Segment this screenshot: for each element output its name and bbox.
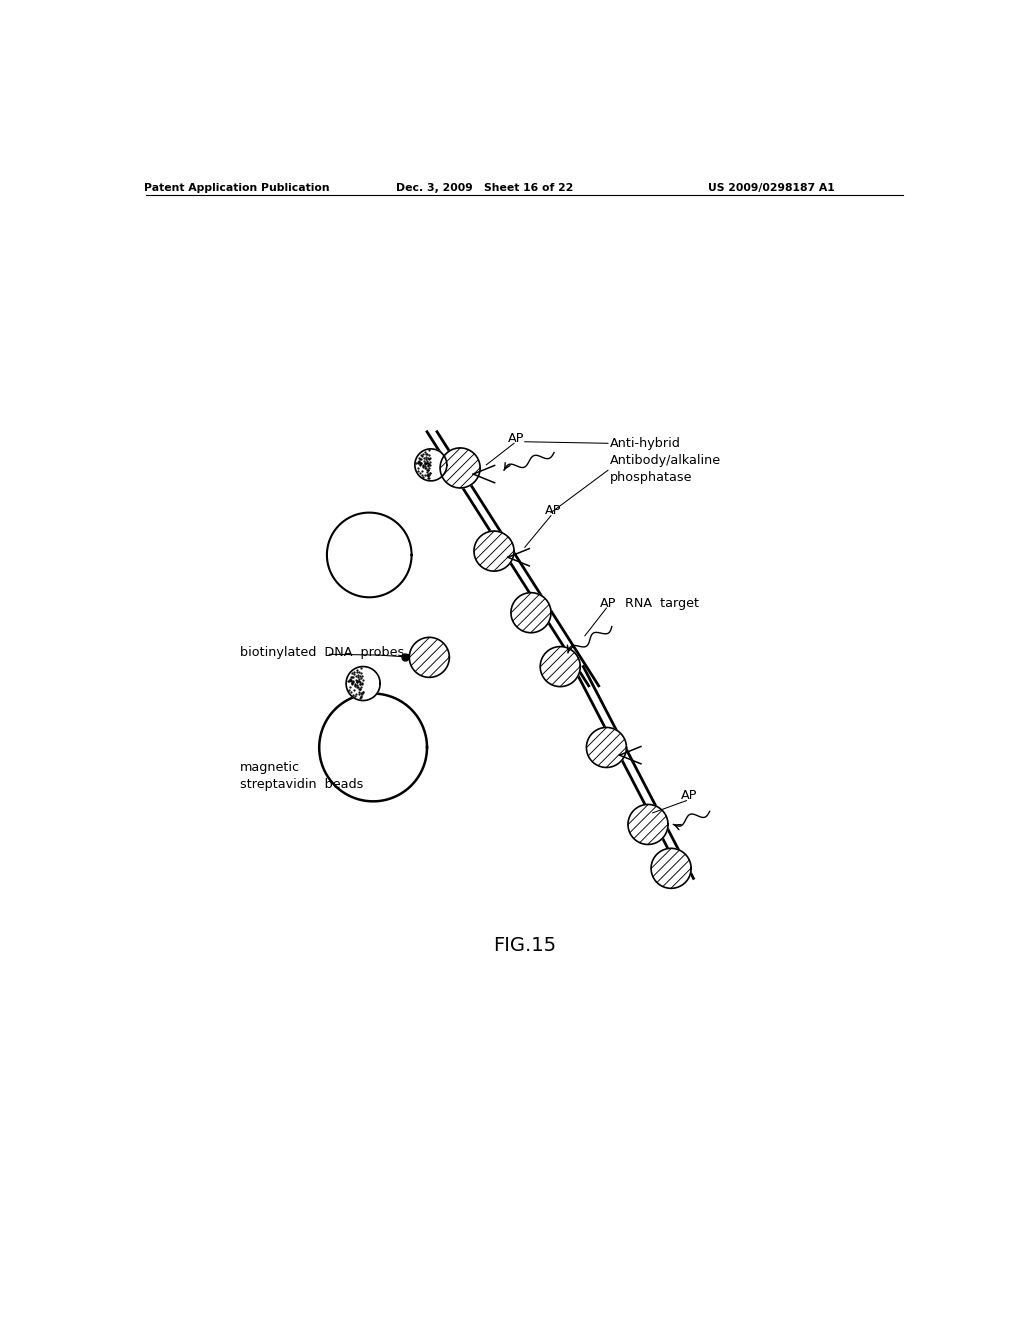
Text: magnetic
streptavidin  beads: magnetic streptavidin beads [240, 760, 364, 791]
Polygon shape [541, 647, 581, 686]
Text: Anti-hybrid
Antibody/alkaline
phosphatase: Anti-hybrid Antibody/alkaline phosphatas… [609, 437, 721, 484]
Polygon shape [628, 804, 668, 845]
Polygon shape [651, 849, 691, 888]
Text: biotinylated  DNA  probes: biotinylated DNA probes [240, 647, 404, 659]
Polygon shape [440, 447, 480, 488]
Polygon shape [415, 449, 446, 480]
Text: AP: AP [508, 432, 524, 445]
Polygon shape [474, 531, 514, 572]
Text: Patent Application Publication: Patent Application Publication [144, 183, 330, 193]
Text: FIG.15: FIG.15 [494, 936, 556, 956]
Text: Dec. 3, 2009   Sheet 16 of 22: Dec. 3, 2009 Sheet 16 of 22 [396, 183, 573, 193]
Polygon shape [327, 512, 412, 597]
Polygon shape [319, 693, 427, 801]
Polygon shape [511, 593, 551, 632]
Text: RNA  target: RNA target [625, 597, 699, 610]
Polygon shape [346, 667, 380, 701]
Polygon shape [587, 727, 627, 767]
Text: AP: AP [681, 789, 697, 803]
Polygon shape [410, 638, 450, 677]
Text: AP: AP [600, 597, 616, 610]
Text: US 2009/0298187 A1: US 2009/0298187 A1 [708, 183, 835, 193]
Text: AP: AP [545, 504, 561, 517]
